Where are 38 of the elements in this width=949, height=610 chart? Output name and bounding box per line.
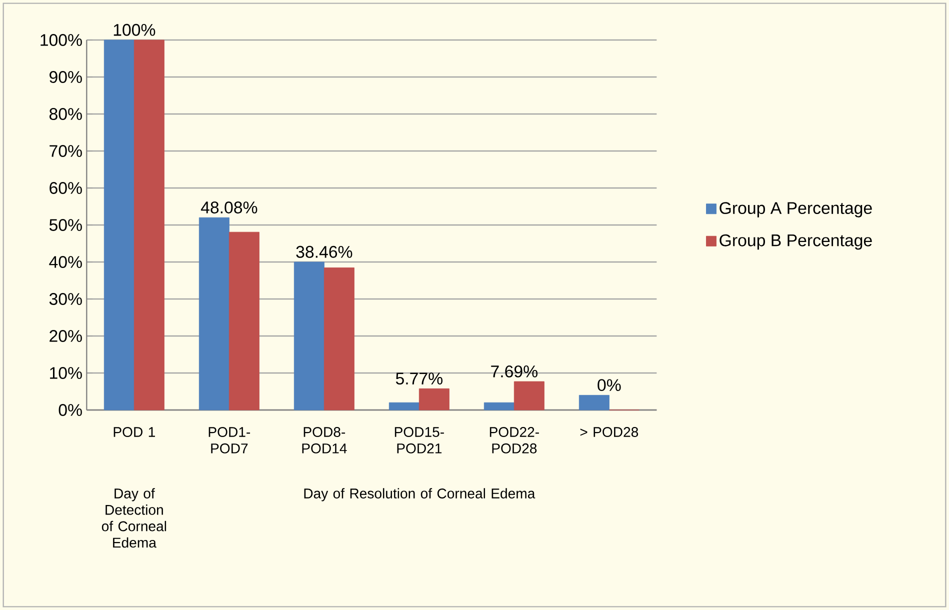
x-tick-label: POD22-POD28 bbox=[490, 427, 539, 454]
legend-label: Group B Percentage bbox=[720, 234, 872, 250]
x-tick-label: > POD28 bbox=[580, 427, 638, 437]
y-tick-label: 40% bbox=[49, 256, 82, 268]
x-tick-label: POD8-POD14 bbox=[302, 427, 347, 454]
bar bbox=[484, 402, 514, 410]
legend-label: Group A Percentage bbox=[720, 202, 872, 218]
bar bbox=[388, 402, 420, 410]
data-label: 100% bbox=[114, 24, 156, 36]
data-label: 38.46% bbox=[296, 246, 352, 258]
bar bbox=[418, 388, 450, 410]
bar bbox=[198, 217, 230, 410]
bar bbox=[228, 232, 260, 410]
data-label: 0% bbox=[598, 379, 621, 392]
y-tick-label: 50% bbox=[49, 219, 82, 231]
text: Day of Resolution of Corneal Edema bbox=[304, 488, 536, 502]
y-tick-label: 80% bbox=[50, 108, 82, 120]
bar bbox=[104, 40, 134, 410]
y-tick-label: 30% bbox=[49, 293, 82, 305]
data-label: 7.69% bbox=[491, 365, 538, 378]
x-tick-label: POD15-POD21 bbox=[394, 427, 444, 454]
bar bbox=[578, 394, 610, 410]
data-label: 48.08% bbox=[200, 202, 258, 214]
x-tick-label: POD 1 bbox=[114, 427, 155, 437]
text: Day of Detection of Corneal Edema bbox=[102, 488, 166, 548]
y-tick-label: 100% bbox=[40, 34, 82, 46]
y-tick-label: 60% bbox=[50, 182, 82, 194]
y-tick-label: 90% bbox=[50, 71, 82, 83]
bar bbox=[514, 381, 544, 410]
data-label: 5.77% bbox=[396, 372, 442, 385]
y-tick-label: 70% bbox=[50, 145, 82, 157]
bar bbox=[324, 267, 354, 410]
y-tick-label: 20% bbox=[50, 330, 82, 342]
x-tick-label: POD1-POD7 bbox=[208, 427, 250, 454]
bar bbox=[294, 262, 324, 410]
y-tick-label: 0% bbox=[58, 404, 82, 416]
y-tick-label: 10% bbox=[50, 367, 82, 379]
bar bbox=[134, 40, 164, 410]
